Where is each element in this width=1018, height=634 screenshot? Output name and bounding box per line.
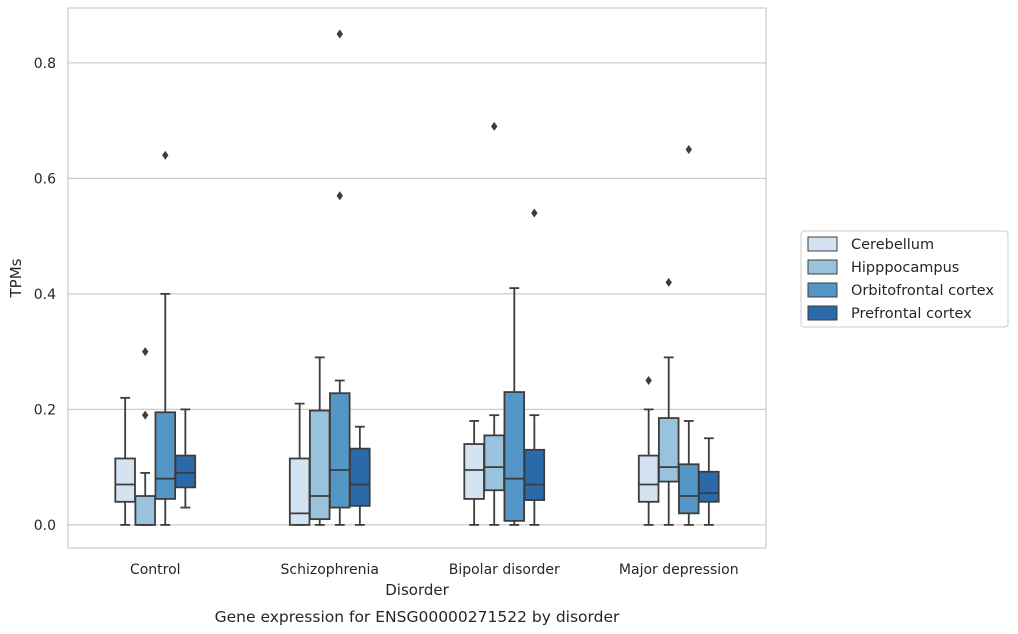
box: [329, 392, 351, 509]
box-group: [463, 420, 485, 526]
box-group: [329, 29, 351, 526]
box-group: [637, 376, 660, 526]
box: [349, 447, 371, 507]
y-tick-label: 0.6: [34, 171, 56, 187]
y-tick-label: 0.2: [34, 402, 56, 418]
y-tick-labels: 0.0 0.2 0.4 0.6 0.8: [34, 56, 56, 534]
box-group: [503, 287, 526, 526]
box: [503, 391, 526, 522]
boxes: [114, 29, 720, 526]
box: [483, 434, 505, 492]
box: [174, 454, 197, 489]
y-tick-label: 0.4: [34, 287, 56, 303]
x-tick-label: Bipolar disorder: [449, 562, 560, 578]
box-group: [523, 208, 546, 526]
box-group: [349, 425, 371, 526]
box-group: [134, 347, 156, 526]
legend-swatch: [807, 305, 838, 321]
box-group: [308, 356, 331, 526]
outlier-point: [142, 347, 149, 357]
box-group: [154, 150, 177, 526]
x-axis-label: Disorder: [385, 581, 449, 599]
legend-label: Prefrontal cortex: [851, 306, 972, 322]
outlier-point: [491, 121, 498, 131]
box-group: [174, 408, 197, 509]
outlier-point: [336, 191, 343, 201]
box: [154, 411, 177, 500]
box: [657, 417, 680, 483]
legend: Cerebellum Hipppocampus Orbitofrontal cort…: [800, 230, 1009, 328]
box: [698, 470, 720, 503]
y-tick-label: 0.8: [34, 56, 56, 72]
outlier-point: [162, 150, 169, 160]
x-tick-label: Control: [130, 562, 181, 578]
y-tick-label: 0.0: [34, 518, 56, 534]
x-tick-labels: Control Schizophrenia Bipolar disorder Majo…: [130, 562, 739, 578]
outlier-point: [336, 29, 343, 39]
x-tick-label: Schizophrenia: [281, 562, 379, 578]
legend-frame: [800, 230, 1009, 328]
legend-swatch: [807, 236, 838, 252]
box-group: [114, 396, 136, 526]
box: [463, 443, 485, 500]
box: [637, 454, 660, 503]
box-group: [678, 144, 700, 526]
outlier-point: [685, 144, 692, 154]
y-axis-label: TPMs: [7, 258, 25, 298]
outlier-point: [142, 410, 149, 420]
box: [523, 448, 546, 501]
box-group: [483, 121, 505, 526]
outlier-point: [531, 208, 538, 218]
box-group: [288, 402, 311, 526]
outlier-point: [665, 277, 672, 287]
plot-area-frame: [67, 7, 767, 549]
outlier-point: [645, 376, 652, 386]
box-group: [698, 437, 720, 526]
box: [114, 457, 136, 503]
x-tick-label: Major depression: [619, 562, 739, 578]
box: [288, 457, 311, 526]
legend-label: Cerebellum: [851, 237, 934, 253]
legend-swatch: [807, 259, 838, 275]
legend-label: Orbitofrontal cortex: [851, 283, 994, 299]
box: [134, 495, 156, 526]
box: [678, 463, 700, 515]
legend-label: Hipppocampus: [851, 260, 959, 276]
box-group: [657, 277, 680, 526]
box: [308, 409, 331, 521]
legend-swatch: [807, 282, 838, 298]
figure-caption: Gene expression for ENSG00000271522 by d…: [215, 608, 620, 626]
